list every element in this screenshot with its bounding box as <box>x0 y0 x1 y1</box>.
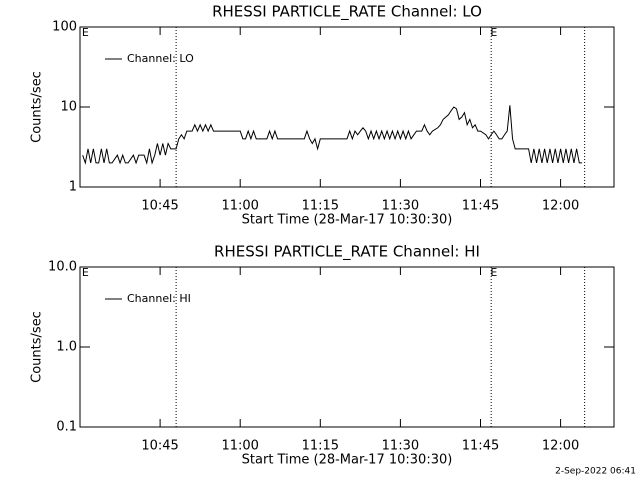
y-tick-label: 10.0 <box>48 260 77 275</box>
event-marker: E <box>82 266 89 279</box>
chart-title: RHESSI PARTICLE_RATE Channel: HI <box>214 243 480 262</box>
y-tick-label: 1.0 <box>56 340 77 355</box>
y-tick-label: 100 <box>52 20 77 35</box>
y-tick-label: 10 <box>60 100 77 115</box>
x-tick-label: 11:00 <box>221 439 258 454</box>
x-tick-label: 12:00 <box>542 439 579 454</box>
x-tick-label: 11:30 <box>382 439 419 454</box>
y-tick-label: 1 <box>69 180 77 195</box>
event-marker: E <box>490 266 497 279</box>
x-axis-label: Start Time (28-Mar-17 10:30:30) <box>242 453 453 468</box>
y-axis-label: Counts/sec <box>30 311 45 383</box>
legend-label: Channel: LO <box>127 52 194 65</box>
y-axis-label: Counts/sec <box>30 71 45 143</box>
legend-label: Channel: HI <box>127 292 191 305</box>
x-tick-label: 11:45 <box>462 439 499 454</box>
chart-title: RHESSI PARTICLE_RATE Channel: LO <box>212 3 482 22</box>
x-tick-label: 11:30 <box>382 199 419 214</box>
x-tick-label: 10:45 <box>141 439 178 454</box>
y-tick-label: 0.1 <box>56 420 77 435</box>
footer-date: 2-Sep-2022 06:41 <box>555 467 636 477</box>
x-tick-label: 11:15 <box>302 439 339 454</box>
x-tick-label: 11:00 <box>221 199 258 214</box>
x-tick-label: 10:45 <box>141 199 178 214</box>
x-tick-label: 12:00 <box>542 199 579 214</box>
x-axis-label: Start Time (28-Mar-17 10:30:30) <box>242 213 453 228</box>
x-tick-label: 11:15 <box>302 199 339 214</box>
data-line <box>82 105 582 165</box>
event-marker: E <box>490 26 497 39</box>
event-marker: E <box>82 26 89 39</box>
x-tick-label: 11:45 <box>462 199 499 214</box>
